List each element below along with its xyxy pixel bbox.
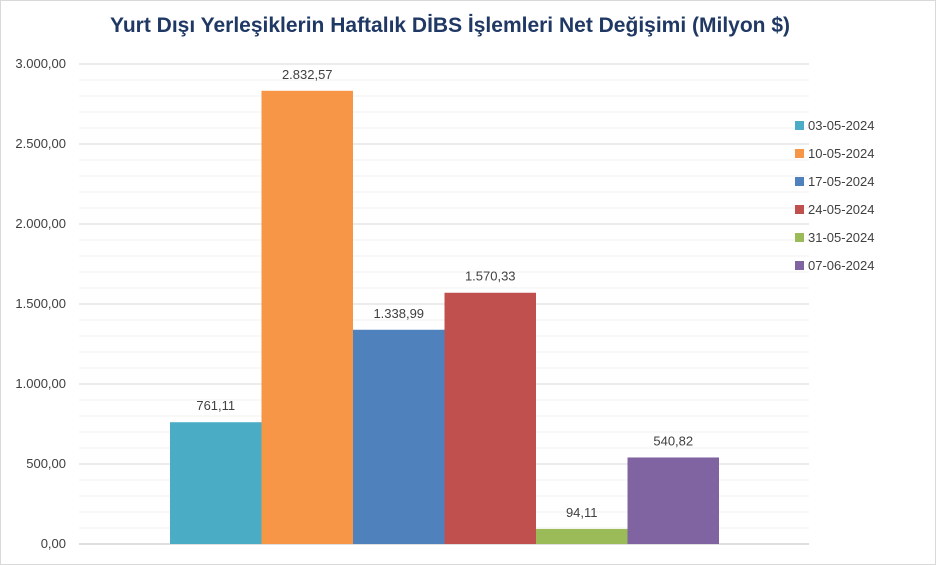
legend-label-07-06-2024: 07-06-2024 bbox=[808, 258, 875, 273]
y-tick-label: 3.000,00 bbox=[15, 56, 66, 71]
legend-swatch-24-05-2024 bbox=[795, 205, 804, 214]
bar-24-05-2024 bbox=[444, 292, 536, 544]
legend-label-17-05-2024: 17-05-2024 bbox=[808, 174, 875, 189]
data-label-03-05-2024: 761,11 bbox=[196, 398, 235, 413]
legend-label-10-05-2024: 10-05-2024 bbox=[808, 146, 875, 161]
bar-31-05-2024 bbox=[536, 528, 628, 544]
legend: 03-05-2024 10-05-2024 17-05-2024 24-05-2024… bbox=[795, 118, 875, 273]
legend-swatch-17-05-2024 bbox=[795, 177, 804, 186]
y-tick-label: 500,00 bbox=[26, 456, 66, 471]
legend-label-31-05-2024: 31-05-2024 bbox=[808, 230, 875, 245]
y-tick-label: 1.500,00 bbox=[15, 296, 66, 311]
y-tick-label: 1.000,00 bbox=[15, 376, 66, 391]
data-label-17-05-2024: 1.338,99 bbox=[373, 306, 424, 321]
legend-label-03-05-2024: 03-05-2024 bbox=[808, 118, 875, 133]
bars bbox=[170, 90, 719, 544]
y-tick-label: 0,00 bbox=[41, 536, 66, 551]
data-labels: 761,11 2.832,57 1.338,99 1.570,33 94,11 540,8… bbox=[196, 67, 693, 520]
legend-label-24-05-2024: 24-05-2024 bbox=[808, 202, 875, 217]
y-tick-label: 2.500,00 bbox=[15, 136, 66, 151]
legend-swatch-10-05-2024 bbox=[795, 149, 804, 158]
bar-07-06-2024 bbox=[627, 457, 719, 544]
chart-title: Yurt Dışı Yerleşiklerin Haftalık DİBS İş… bbox=[109, 14, 791, 37]
bar-10-05-2024 bbox=[261, 90, 353, 544]
data-label-10-05-2024: 2.832,57 bbox=[282, 67, 333, 82]
data-label-24-05-2024: 1.570,33 bbox=[465, 269, 516, 284]
bar-17-05-2024 bbox=[353, 329, 445, 544]
y-axis: 0,00 500,00 1.000,00 1.500,00 2.000,00 2.500,… bbox=[15, 56, 66, 551]
data-label-07-06-2024: 540,82 bbox=[653, 433, 693, 448]
legend-swatch-07-06-2024 bbox=[795, 261, 804, 270]
y-tick-label: 2.000,00 bbox=[15, 216, 66, 231]
legend-swatch-31-05-2024 bbox=[795, 233, 804, 242]
data-label-31-05-2024: 94,11 bbox=[566, 505, 598, 520]
bar-03-05-2024 bbox=[170, 422, 262, 544]
legend-swatch-03-05-2024 bbox=[795, 121, 804, 130]
